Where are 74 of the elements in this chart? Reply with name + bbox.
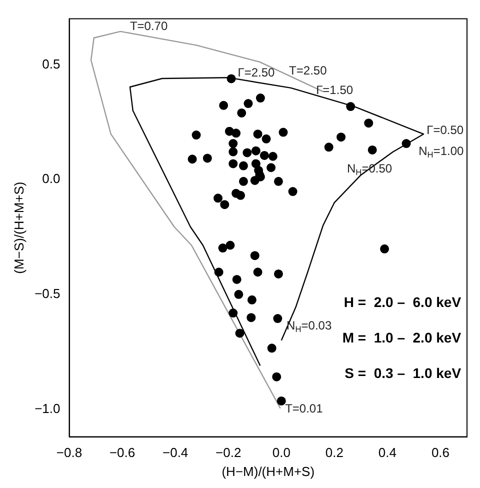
x-tick-label: 0.6: [431, 445, 450, 460]
annotation: Γ=2.50: [238, 65, 276, 80]
point: [228, 159, 238, 168]
point: [214, 194, 223, 203]
point: [228, 147, 238, 156]
point: [235, 328, 244, 338]
point: [288, 187, 298, 196]
annotation: H = 2.0 – 6.0 keV: [344, 294, 462, 310]
point: [368, 145, 377, 154]
x-axis-title: (H−M)/(H+M+S): [222, 464, 315, 479]
y-tick-label: 0.0: [42, 171, 60, 186]
point: [278, 128, 288, 137]
point: [226, 240, 235, 250]
annotation: T=0.01: [285, 402, 324, 416]
point: [238, 176, 248, 186]
point: [274, 176, 283, 186]
annotation: M = 1.0 – 2.0 keV: [342, 329, 462, 346]
point: [253, 130, 262, 139]
point: [219, 100, 228, 110]
point: [228, 139, 238, 148]
x-tick-label: −0.8: [56, 445, 82, 460]
x-tick-label: −0.2: [216, 445, 242, 460]
point: [188, 154, 197, 164]
y-tick-label: −1.0: [34, 400, 60, 416]
point: [267, 344, 276, 353]
point: [273, 314, 282, 324]
point: [266, 163, 276, 172]
y-tick-label: 0.5: [42, 56, 60, 72]
point: [251, 146, 260, 156]
annotation: Γ=0.50: [426, 123, 464, 138]
point: [253, 268, 262, 277]
point: [276, 396, 286, 406]
point: [236, 190, 246, 200]
point: [218, 244, 228, 253]
point: [244, 99, 253, 108]
x-tick-label: −0.6: [109, 445, 136, 460]
point: [336, 132, 346, 142]
point: [402, 139, 411, 148]
annotation: T=0.70: [130, 19, 168, 34]
x-tick-label: −0.4: [162, 445, 188, 460]
point: [228, 308, 238, 318]
point: [262, 134, 271, 144]
point: [234, 290, 244, 299]
point: [272, 372, 282, 382]
point: [192, 130, 201, 140]
point: [214, 268, 224, 277]
point: [274, 269, 283, 278]
y-axis-title: (M−S)/(H+M+S): [11, 182, 26, 274]
point: [380, 244, 390, 254]
point: [247, 295, 256, 304]
point: [202, 154, 212, 163]
point: [268, 152, 278, 161]
point: [324, 142, 334, 152]
annotation: T=2.50: [289, 63, 328, 78]
point: [364, 118, 374, 128]
point: [242, 148, 252, 158]
point: [250, 176, 260, 185]
point: [256, 94, 265, 103]
point: [226, 74, 236, 84]
point: [238, 161, 248, 170]
point: [237, 108, 246, 118]
x-tick-label: 0.0: [272, 445, 290, 460]
point: [346, 102, 356, 112]
annotation: Γ=1.50: [316, 83, 354, 98]
y-tick-label: −0.5: [34, 286, 60, 301]
point: [232, 274, 242, 284]
x-tick-label: 0.2: [325, 445, 344, 460]
annotation: S = 0.3 – 1.0 keV: [344, 364, 462, 381]
point: [220, 200, 230, 210]
point: [260, 150, 269, 160]
x-tick-label: 0.4: [378, 445, 396, 460]
point: [232, 128, 241, 138]
point: [250, 251, 260, 260]
point: [246, 313, 256, 322]
